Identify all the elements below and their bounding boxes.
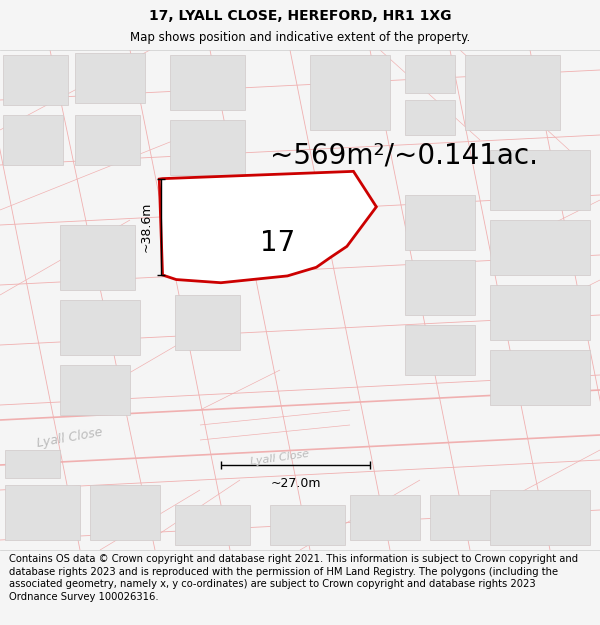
Bar bbox=[405, 195, 475, 250]
Bar bbox=[405, 100, 455, 135]
Bar bbox=[5, 485, 80, 540]
Text: 17: 17 bbox=[260, 229, 296, 258]
Bar bbox=[270, 505, 345, 545]
Bar bbox=[490, 285, 590, 340]
Bar bbox=[3, 55, 68, 105]
Bar bbox=[465, 55, 560, 130]
Bar bbox=[60, 300, 140, 355]
Bar bbox=[75, 115, 140, 165]
Text: ~38.6m: ~38.6m bbox=[140, 202, 153, 252]
Bar bbox=[405, 260, 475, 315]
Bar bbox=[170, 120, 245, 175]
Text: Contains OS data © Crown copyright and database right 2021. This information is : Contains OS data © Crown copyright and d… bbox=[9, 554, 578, 602]
Bar bbox=[3, 115, 63, 165]
Bar bbox=[350, 495, 420, 540]
Bar bbox=[405, 325, 475, 375]
Bar bbox=[490, 490, 590, 545]
Text: ~27.0m: ~27.0m bbox=[270, 477, 321, 490]
Bar bbox=[490, 150, 590, 210]
Bar bbox=[5, 450, 60, 478]
Bar bbox=[405, 55, 455, 93]
Polygon shape bbox=[159, 171, 376, 282]
Bar bbox=[175, 505, 250, 545]
Text: Lyall Close: Lyall Close bbox=[250, 449, 310, 467]
Bar bbox=[310, 55, 390, 130]
Bar bbox=[60, 225, 135, 290]
Text: Lyall Close: Lyall Close bbox=[36, 426, 104, 450]
Bar bbox=[430, 495, 500, 540]
Text: Map shows position and indicative extent of the property.: Map shows position and indicative extent… bbox=[130, 31, 470, 44]
Bar bbox=[490, 350, 590, 405]
Text: 17, LYALL CLOSE, HEREFORD, HR1 1XG: 17, LYALL CLOSE, HEREFORD, HR1 1XG bbox=[149, 9, 451, 23]
Bar bbox=[90, 485, 160, 540]
Bar bbox=[170, 55, 245, 110]
Bar bbox=[490, 220, 590, 275]
Bar bbox=[175, 295, 240, 350]
Bar bbox=[60, 365, 130, 415]
Bar bbox=[75, 53, 145, 103]
Text: ~569m²/~0.141ac.: ~569m²/~0.141ac. bbox=[270, 141, 538, 169]
